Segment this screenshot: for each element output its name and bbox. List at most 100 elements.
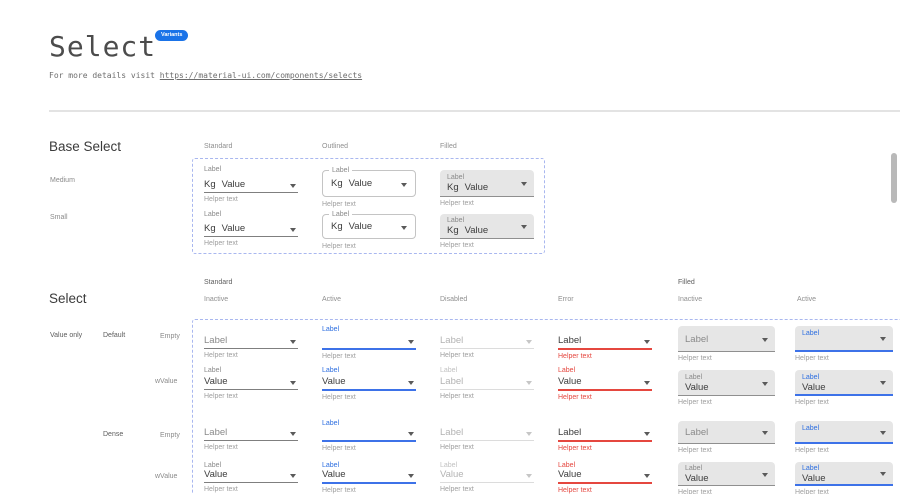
select-control[interactable]: Label [795, 326, 893, 352]
select-label: Label [802, 330, 820, 337]
select-control[interactable]: Value [204, 375, 298, 390]
select-control[interactable]: Label Value [795, 462, 893, 486]
select-label: Label [322, 462, 340, 469]
select-control[interactable]: Label [558, 427, 652, 442]
state-header-active: Active [322, 296, 342, 303]
select-control[interactable]: Value [322, 375, 416, 391]
subtitle-text: For more details visit [49, 71, 160, 80]
select-control[interactable] [322, 334, 416, 350]
select-control[interactable]: Label [558, 334, 652, 350]
select-filled-active-wvalue: Label Value Helper text [795, 370, 893, 407]
select-heading: Select [49, 291, 87, 306]
select-control[interactable]: Value [558, 469, 652, 484]
select-inactive-wvalue: Label Value Helper text [204, 366, 298, 401]
column-header-standard: Standard [204, 143, 233, 150]
dropdown-arrow-icon [526, 340, 532, 344]
select-grid-frame [192, 319, 900, 494]
select-value: Value [558, 469, 582, 480]
select-control[interactable]: Label [204, 427, 298, 441]
state-header-error: Error [558, 296, 574, 303]
row-label-default: Default [103, 332, 126, 339]
helper-text: Helper text [322, 394, 356, 401]
helper-text: Helper text [322, 201, 356, 208]
dropdown-arrow-icon [526, 381, 532, 385]
select-disabled-empty: Label Helper text [440, 334, 534, 360]
select-value: Value [685, 473, 709, 484]
select-value: Value [204, 376, 228, 387]
select-control[interactable]: Label [678, 326, 775, 352]
dropdown-arrow-icon [401, 225, 407, 230]
select-adornment: Kg [331, 221, 343, 232]
dropdown-arrow-icon [526, 432, 532, 436]
select-value: Value [322, 469, 346, 480]
select-value: Value [221, 179, 246, 190]
select-value: Value [322, 376, 346, 387]
select-value: Value [802, 473, 826, 484]
scrollbar-thumb[interactable] [891, 153, 897, 203]
dropdown-arrow-icon [290, 474, 296, 478]
select-control[interactable]: Label Value [678, 370, 775, 396]
select-adornment: Kg [447, 225, 459, 236]
select-control[interactable] [322, 428, 416, 442]
select-control[interactable]: Kg Value [204, 219, 298, 237]
select-value: Value [440, 469, 464, 480]
select-label: Label [558, 367, 576, 374]
select-control[interactable]: Label Kg Value [322, 210, 416, 239]
helper-text: Helper text [204, 393, 238, 400]
dropdown-arrow-icon [290, 228, 296, 232]
select-control[interactable]: Value [322, 469, 416, 484]
select-filled-small: Label Kg Value Helper text [440, 214, 534, 250]
state-header-inactive: Inactive [204, 296, 229, 303]
select-control[interactable]: Label Kg Value [322, 166, 416, 197]
dropdown-arrow-icon [408, 432, 414, 436]
select-dense-disabled-empty: Label Helper text [440, 427, 534, 452]
select-dense-inactive-wvalue: Label Value Helper text [204, 461, 298, 494]
dropdown-arrow-icon [526, 474, 532, 478]
dropdown-arrow-icon [408, 340, 414, 344]
select-label: Label [447, 174, 465, 181]
row-label-dense-empty: Empty [160, 432, 180, 439]
select-dense-active-wvalue: Label Value Helper text [322, 461, 416, 494]
select-control[interactable]: Kg Value [204, 174, 298, 193]
select-control[interactable]: Label [440, 334, 534, 349]
select-label: Label [204, 462, 222, 469]
select-control[interactable]: Label Kg Value [440, 170, 534, 197]
variants-badge: Variants [155, 30, 189, 41]
row-label-medium: Medium [50, 177, 75, 184]
select-control[interactable]: Label [795, 421, 893, 444]
select-control[interactable]: Label Value [678, 462, 775, 486]
select-control[interactable]: Value [440, 469, 534, 483]
select-control[interactable]: Label [440, 427, 534, 441]
select-label: Label [802, 374, 820, 381]
select-value: Value [221, 223, 246, 234]
divider [49, 110, 900, 112]
select-value: Value [802, 382, 826, 393]
helper-text: Helper text [440, 352, 474, 359]
helper-text: Helper text [204, 486, 238, 493]
helper-text: Helper text [795, 355, 829, 362]
select-control[interactable]: Value [558, 375, 652, 391]
select-placeholder: Label [558, 427, 582, 438]
select-control[interactable]: Value [204, 469, 298, 483]
select-adornment: Kg [331, 178, 343, 189]
helper-text: Helper text [678, 447, 712, 454]
column-header-filled: Filled [440, 143, 457, 150]
dropdown-arrow-icon [880, 381, 886, 385]
select-control[interactable]: Label Value [795, 370, 893, 396]
docs-link[interactable]: https://material-ui.com/components/selec… [159, 71, 363, 80]
select-control[interactable]: Label [440, 375, 534, 390]
select-filled-dense-active-wvalue: Label Value Helper text [795, 462, 893, 494]
select-outlined-small: Label Kg Value Helper text [322, 210, 416, 251]
select-label: Label [322, 326, 340, 333]
select-label: Label [204, 367, 222, 374]
select-dense-inactive-empty: Label Helper text [204, 427, 298, 452]
select-control[interactable]: Label Kg Value [440, 214, 534, 239]
select-filled-medium: Label Kg Value Helper text [440, 170, 534, 208]
select-control[interactable]: Label [204, 334, 298, 349]
state-header-disabled: Disabled [440, 296, 468, 303]
helper-text: Helper text [558, 487, 592, 494]
select-label: Label [440, 367, 458, 374]
dropdown-arrow-icon [290, 340, 296, 344]
select-control[interactable]: Label [678, 421, 775, 444]
